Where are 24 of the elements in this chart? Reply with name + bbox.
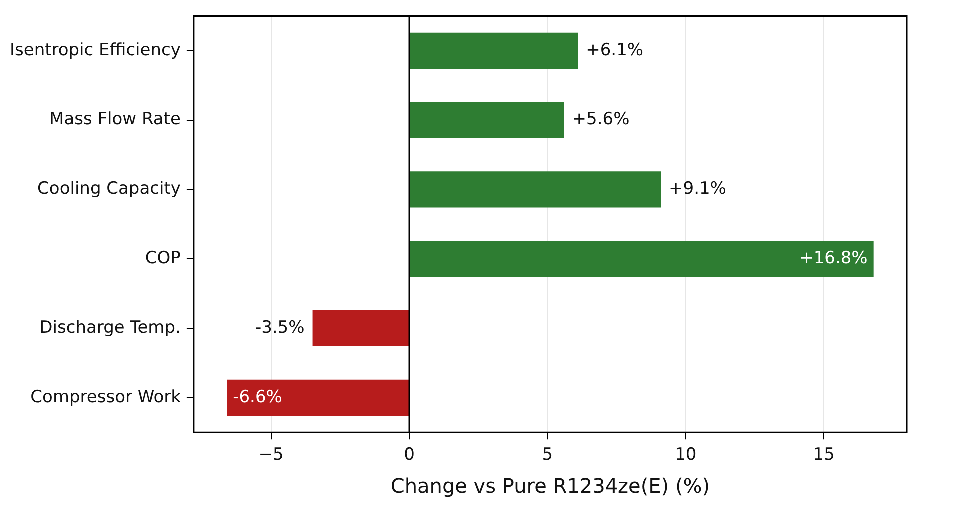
x-axis-title: Change vs Pure R1234ze(E) (%) bbox=[390, 474, 710, 498]
bar bbox=[410, 172, 662, 208]
x-tick-label: 15 bbox=[813, 445, 835, 466]
bar bbox=[227, 380, 410, 416]
data-label: -6.6% bbox=[233, 387, 282, 408]
x-tick-label: 5 bbox=[542, 445, 554, 466]
data-label: +5.6% bbox=[572, 110, 630, 130]
x-tick-label: −5 bbox=[258, 445, 284, 466]
y-tick-label: Isentropic Efficiency bbox=[10, 40, 181, 60]
data-label: +6.1% bbox=[586, 40, 644, 60]
x-tick-label: 10 bbox=[675, 445, 697, 466]
bar bbox=[312, 310, 410, 347]
data-label: +16.8% bbox=[800, 248, 868, 269]
y-tick-label: Mass Flow Rate bbox=[50, 110, 181, 130]
data-label: +9.1% bbox=[669, 179, 726, 200]
y-tick-label: Compressor Work bbox=[30, 387, 182, 408]
bar bbox=[410, 32, 578, 69]
y-tick-label: Cooling Capacity bbox=[38, 179, 181, 200]
y-tick-label: Discharge Temp. bbox=[40, 318, 181, 338]
bar bbox=[410, 102, 564, 138]
bar bbox=[410, 241, 874, 278]
y-tick-label: COP bbox=[145, 248, 181, 269]
x-tick-label: 0 bbox=[404, 445, 415, 466]
data-label: -3.5% bbox=[255, 318, 305, 338]
